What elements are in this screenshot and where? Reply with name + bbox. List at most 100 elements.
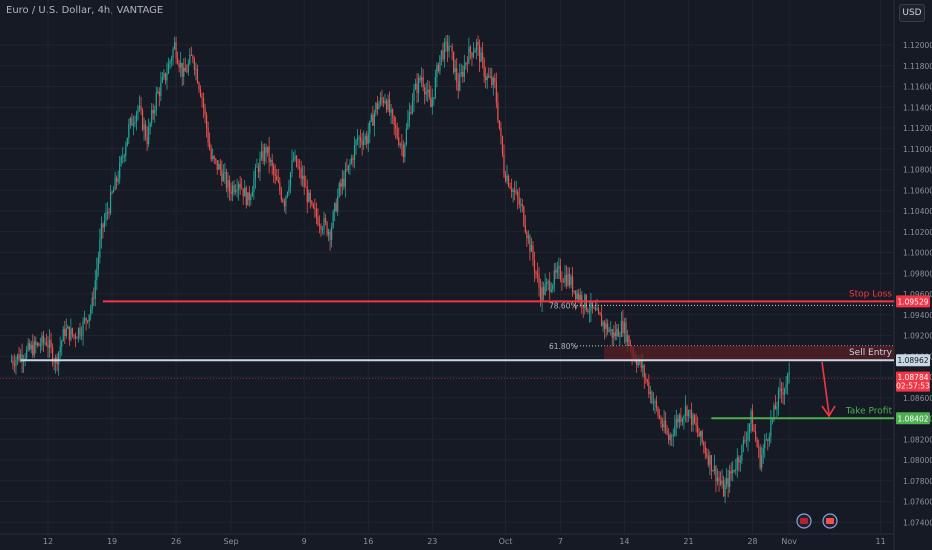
candle-body — [575, 290, 577, 300]
candle-body — [353, 145, 356, 160]
candle-body — [97, 257, 99, 269]
candle-body — [35, 341, 37, 346]
price-tick-label: 1.09800 — [903, 269, 932, 278]
candle-body — [779, 388, 781, 391]
candle-body — [128, 123, 130, 138]
candle-body — [294, 155, 296, 160]
time-tick-label: 12 — [43, 537, 53, 546]
candle-body — [263, 147, 266, 162]
candle-body — [71, 328, 73, 335]
candle-body — [448, 46, 450, 51]
candle-body — [80, 335, 83, 336]
candle-body — [122, 157, 124, 158]
candle-body — [161, 77, 163, 83]
candle-body — [45, 342, 48, 346]
candle-body — [785, 384, 787, 389]
candle-body — [661, 424, 664, 428]
candle-body — [453, 51, 455, 73]
candle-body — [491, 76, 493, 85]
candle-body — [338, 183, 340, 196]
candle-body — [149, 123, 151, 127]
price-tick-label: 1.10200 — [903, 228, 932, 237]
candle-body — [218, 164, 220, 170]
candle-body — [568, 273, 571, 286]
candle-body — [30, 344, 32, 350]
candle-body — [668, 434, 670, 441]
candle-body — [329, 231, 331, 240]
candle-body — [288, 186, 290, 193]
candle-body — [172, 49, 174, 59]
candle-body — [88, 314, 90, 322]
candle-body — [273, 166, 275, 174]
candle-body — [116, 177, 118, 182]
candle-body — [166, 73, 168, 81]
candle-body — [655, 400, 658, 408]
candle-body — [716, 477, 719, 482]
candle-body — [238, 184, 240, 190]
candle-body — [765, 439, 767, 441]
candle-body — [411, 100, 414, 114]
candle-body — [543, 287, 545, 295]
candle-body — [173, 42, 176, 50]
candle-body — [587, 309, 589, 312]
candle-body — [74, 335, 77, 339]
candle-body — [103, 220, 106, 228]
candle-body — [260, 151, 263, 159]
candle-body — [722, 480, 725, 497]
candle-body — [196, 68, 199, 83]
candle-body — [364, 136, 366, 140]
candle-body — [390, 109, 392, 113]
time-tick-label: 28 — [747, 537, 757, 546]
candle-body — [36, 343, 38, 346]
candle-body — [576, 293, 578, 300]
candle-body — [177, 58, 179, 64]
candle-body — [675, 418, 677, 427]
candle-body — [562, 281, 565, 283]
candle-body — [222, 173, 224, 181]
candle-body — [773, 405, 775, 418]
fib-level-label: 78.60% — [549, 301, 578, 310]
candle-body — [201, 96, 203, 99]
candle-body — [195, 68, 197, 70]
sell-arrow-shaft — [821, 361, 830, 415]
candle-body — [204, 107, 206, 115]
candle-body — [123, 155, 125, 158]
candle-body — [387, 99, 389, 110]
candle-body — [616, 328, 618, 337]
candle-body — [466, 62, 468, 64]
time-tick-label: Oct — [499, 537, 513, 546]
candle-body — [498, 120, 500, 129]
time-tick-label: 23 — [427, 537, 437, 546]
candle-body — [44, 342, 46, 344]
candle-body — [381, 97, 383, 100]
candle-body — [712, 470, 714, 472]
candle-body — [541, 287, 543, 303]
candle-body — [126, 137, 128, 146]
candle-body — [512, 190, 514, 192]
candle-body — [643, 365, 645, 378]
countdown-label: 02:57:53 — [896, 382, 930, 391]
candle-body — [660, 418, 662, 425]
time-tick-label: 16 — [363, 537, 373, 546]
candle-body — [332, 211, 334, 228]
price-tick-label: 1.11200 — [903, 124, 932, 133]
candle-body — [637, 361, 639, 366]
candle-body — [475, 42, 478, 51]
price-tick-label: 1.09400 — [903, 311, 932, 320]
candle-body — [224, 172, 226, 174]
candle-body — [657, 407, 659, 416]
candle-body — [318, 224, 321, 226]
candle-body — [154, 110, 156, 114]
candle-body — [408, 112, 411, 121]
time-tick-label: 7 — [558, 537, 563, 546]
candle-body — [151, 109, 153, 124]
candle-body — [628, 335, 630, 346]
candle-body — [257, 166, 260, 173]
currency-button[interactable]: USD — [899, 4, 925, 22]
candle-body — [697, 425, 699, 433]
candle-body — [614, 332, 616, 337]
candle-body — [462, 72, 464, 77]
candle-body — [315, 208, 317, 217]
candle-body — [718, 477, 720, 481]
